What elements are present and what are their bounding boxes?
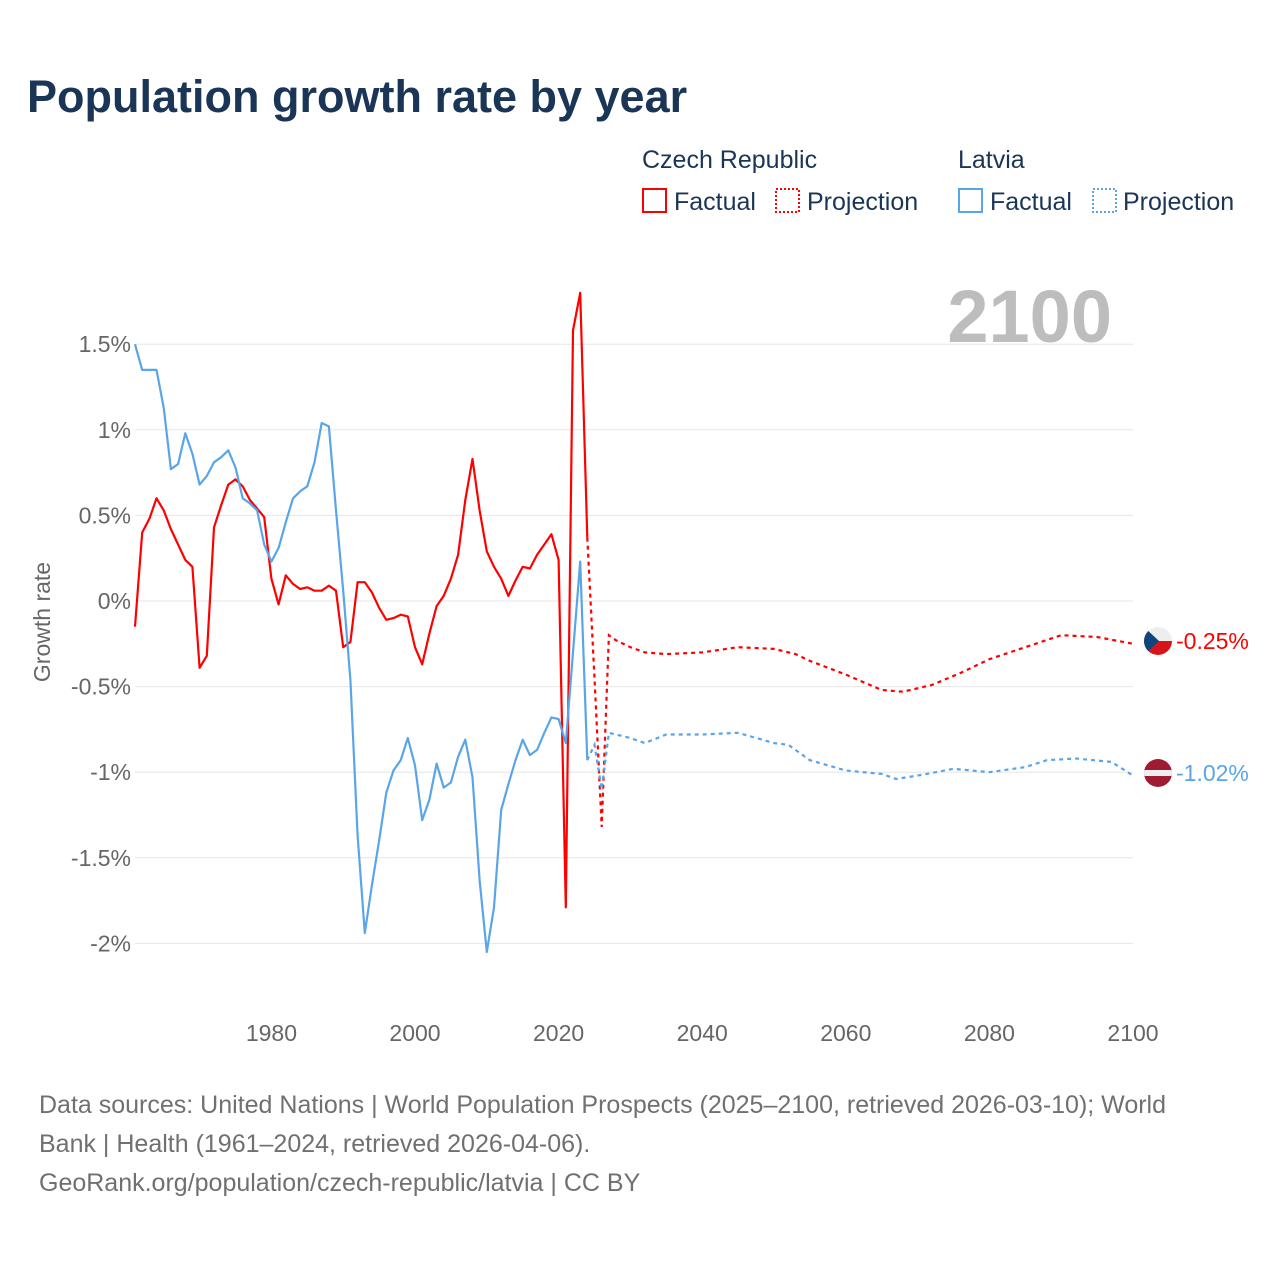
y-axis-label: Growth rate [29, 562, 55, 682]
legend-group-czech: Czech Republic [642, 146, 817, 174]
x-tick-label: 1980 [246, 1020, 297, 1046]
legend-group-latvia: Latvia [958, 146, 1025, 174]
end-label-latvia: -1.02% [1176, 760, 1249, 786]
line-czech-projection [586, 537, 1134, 828]
gridlines [135, 343, 1133, 944]
footer-link[interactable]: GeoRank.org/population/czech-republic/la… [39, 1169, 641, 1197]
legend-label-czech-projection: Projection [807, 188, 918, 216]
legend: Czech Republic Factual Projection Latvia… [642, 146, 1234, 216]
x-tick-label: 2020 [533, 1020, 584, 1046]
end-label-czech: -0.25% [1176, 628, 1249, 654]
latvia-flag-icon [1144, 759, 1172, 787]
y-tick-label: -0.5% [71, 674, 131, 700]
y-tick-label: -2% [90, 930, 131, 956]
x-axis: 1980 2000 2020 2040 2060 2080 2100 [246, 1020, 1159, 1046]
legend-label-latvia-projection: Projection [1123, 188, 1234, 216]
legend-label-latvia-factual: Factual [990, 188, 1072, 216]
legend-swatch-czech-factual [642, 188, 667, 213]
legend-label-czech-factual: Factual [674, 188, 756, 216]
legend-swatch-latvia-factual [958, 188, 983, 213]
line-czech-factual [133, 291, 589, 909]
y-tick-label: 1% [98, 417, 131, 443]
current-year-label: 2100 [947, 275, 1112, 358]
series-lines [133, 291, 1134, 954]
x-tick-label: 2000 [389, 1020, 440, 1046]
y-tick-label: 1.5% [79, 331, 131, 357]
y-axis: 1.5% 1% 0.5% 0% -0.5% -1% -1.5% -2% [71, 331, 131, 956]
y-tick-label: -1% [90, 759, 131, 785]
legend-swatch-czech-projection [775, 188, 800, 213]
y-tick-label: 0% [98, 588, 131, 614]
footer-sources-line1: Data sources: United Nations | World Pop… [39, 1091, 1166, 1119]
footer-sources-line2: Bank | Health (1961–2024, retrieved 2026… [39, 1130, 590, 1158]
czech-flag-icon [1144, 627, 1172, 655]
chart-title: Population growth rate by year [27, 71, 687, 122]
y-tick-label: 0.5% [79, 502, 131, 528]
line-latvia-factual [133, 343, 589, 954]
y-tick-label: -1.5% [71, 845, 131, 871]
x-tick-label: 2080 [964, 1020, 1015, 1046]
legend-swatch-latvia-projection [1092, 188, 1117, 213]
x-tick-label: 2040 [677, 1020, 728, 1046]
x-tick-label: 2100 [1107, 1020, 1158, 1046]
x-tick-label: 2060 [820, 1020, 871, 1046]
line-latvia-projection [586, 731, 1134, 790]
